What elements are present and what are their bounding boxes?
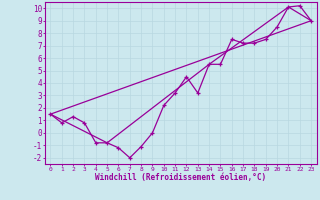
X-axis label: Windchill (Refroidissement éolien,°C): Windchill (Refroidissement éolien,°C) <box>95 173 266 182</box>
